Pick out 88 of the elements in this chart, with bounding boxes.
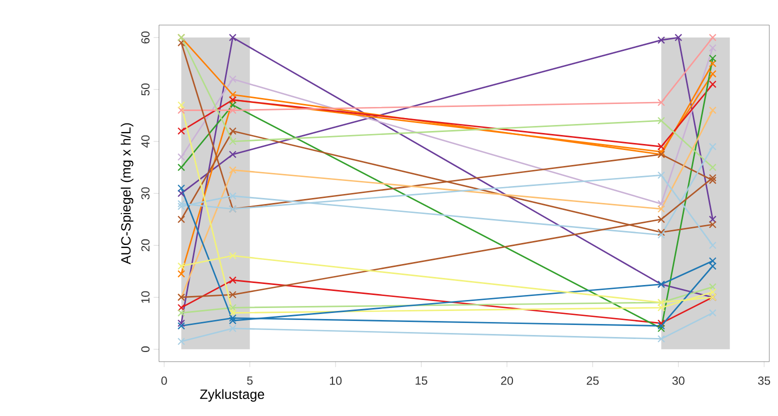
x-tick-label: 35 — [758, 376, 770, 385]
point — [178, 164, 186, 172]
point — [657, 116, 666, 124]
point — [708, 288, 716, 296]
point — [178, 101, 186, 109]
x-tick-label: 0 — [161, 376, 167, 385]
y-tick-label: 0 — [141, 346, 150, 352]
point — [657, 320, 666, 328]
point — [228, 150, 236, 158]
point — [657, 216, 666, 224]
y-axis-title: AUC-Spiegel (mg x h/L) — [120, 123, 134, 264]
y-tick-label: 50 — [141, 84, 150, 96]
x-tick-label: 15 — [416, 376, 428, 385]
point — [657, 335, 666, 343]
point — [708, 262, 716, 270]
point — [657, 205, 666, 213]
point — [228, 290, 236, 299]
point — [228, 127, 236, 135]
point — [708, 60, 716, 68]
x-tick-label: 20 — [501, 376, 514, 385]
y-tick-label: 40 — [141, 135, 150, 148]
point — [708, 70, 716, 78]
point — [657, 36, 666, 44]
point — [228, 252, 236, 260]
point — [228, 192, 236, 200]
point — [178, 216, 186, 224]
x-tick-label: 25 — [586, 376, 599, 385]
point — [657, 231, 666, 239]
point — [228, 314, 236, 322]
point — [708, 174, 716, 182]
point — [178, 309, 186, 317]
point — [708, 54, 716, 62]
point — [228, 138, 236, 146]
point — [657, 324, 666, 332]
point — [178, 320, 186, 328]
y-tick-label: 20 — [141, 239, 150, 252]
x-tick-label: 10 — [330, 376, 342, 385]
point — [708, 309, 716, 317]
point — [657, 98, 666, 106]
y-tick-label: 10 — [141, 291, 150, 303]
point — [228, 90, 236, 99]
point — [708, 164, 716, 172]
x-tick-label: 30 — [672, 376, 684, 385]
point — [657, 142, 666, 150]
point — [708, 80, 716, 88]
point — [178, 262, 186, 270]
point — [708, 242, 716, 250]
point — [708, 142, 716, 150]
point — [178, 39, 186, 47]
point — [178, 153, 186, 161]
x-axis-title: Zyklustage — [200, 389, 264, 402]
y-tick-label: 30 — [141, 187, 150, 200]
point — [228, 166, 236, 174]
point — [178, 184, 186, 192]
point — [657, 304, 666, 312]
point — [178, 304, 186, 312]
point — [228, 106, 236, 114]
point — [228, 304, 236, 312]
point — [228, 324, 236, 332]
point — [228, 309, 236, 317]
point — [708, 34, 716, 42]
point — [178, 322, 186, 330]
point — [228, 316, 236, 324]
point — [657, 172, 666, 180]
x-tick-label: 5 — [247, 376, 253, 385]
point — [228, 101, 236, 109]
point — [657, 200, 666, 208]
point — [178, 127, 186, 135]
point — [228, 276, 236, 284]
point — [178, 200, 186, 208]
point — [178, 190, 186, 198]
point — [708, 44, 716, 52]
point — [228, 34, 236, 42]
point — [657, 322, 666, 330]
point — [657, 228, 666, 236]
point — [708, 257, 716, 265]
point — [178, 202, 186, 210]
point — [708, 106, 716, 114]
point — [708, 216, 716, 224]
point — [228, 75, 236, 83]
point — [178, 270, 186, 278]
point — [178, 338, 186, 346]
point — [708, 220, 716, 228]
point — [674, 34, 682, 42]
point — [178, 106, 186, 114]
point — [708, 176, 716, 184]
point — [708, 283, 716, 291]
y-tick-label: 60 — [141, 32, 150, 44]
